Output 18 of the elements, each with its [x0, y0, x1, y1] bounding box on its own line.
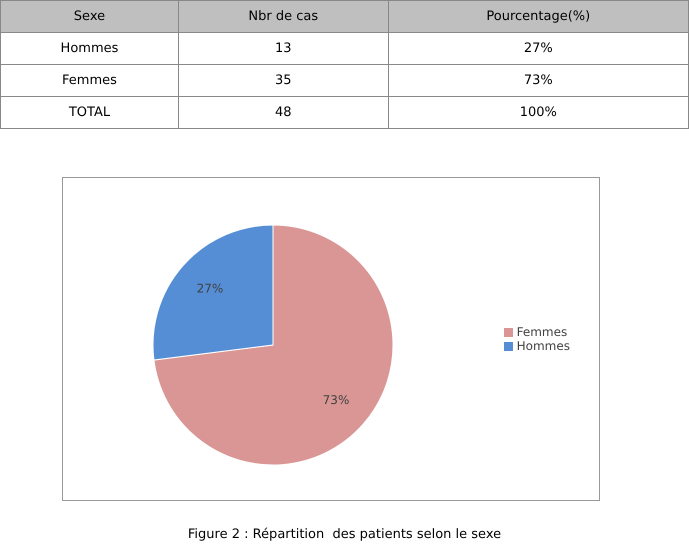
- category-label: TOTAL: [0, 96, 178, 128]
- legend-label: Femmes: [516, 325, 568, 339]
- data-label: 73%: [388, 64, 688, 96]
- data-label: 100%: [388, 96, 688, 128]
- text: Nbr de cas: [178, 0, 388, 32]
- pie-slice: [153, 224, 394, 466]
- data-label: 73%: [322, 392, 350, 407]
- data-label: 13: [178, 32, 388, 64]
- text: Sexe: [0, 0, 178, 32]
- category-label: Femmes: [0, 64, 178, 96]
- category-label: Hommes: [0, 32, 178, 64]
- data-label: 35: [178, 64, 388, 96]
- text: Pourcentage(%): [388, 0, 688, 32]
- caption: Figure 2 : Répartition des patients selon le sexe: [186, 527, 502, 542]
- data-label: 27%: [388, 32, 688, 64]
- legend-label: Hommes: [516, 339, 570, 353]
- data-label: 48: [178, 96, 388, 128]
- data-label: 27%: [196, 282, 224, 296]
